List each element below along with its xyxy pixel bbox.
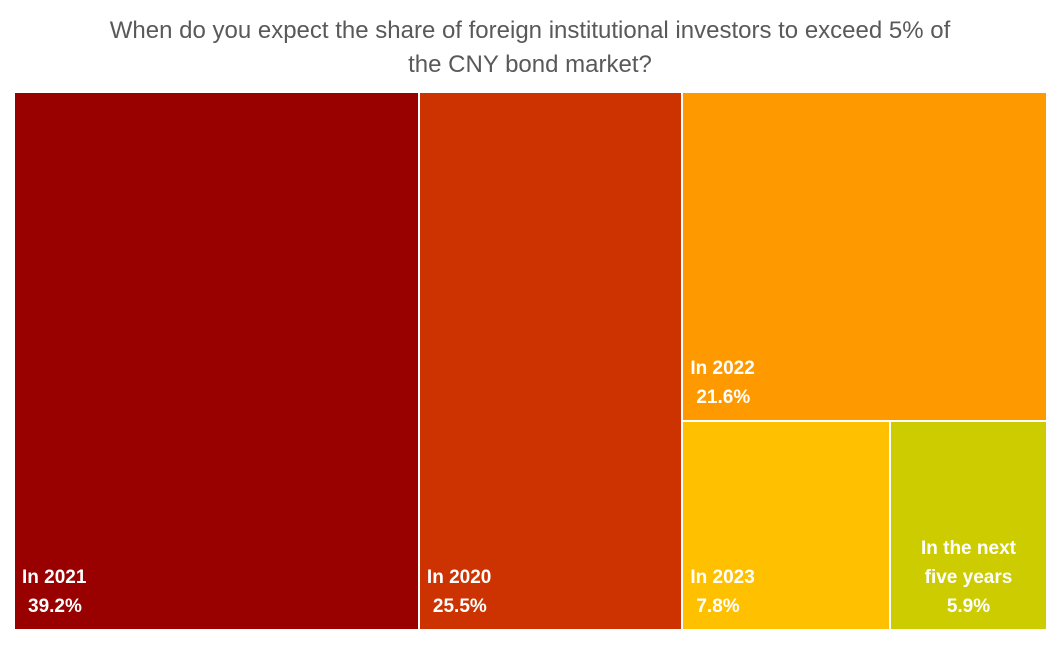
tile-value-label: 39.2% (28, 596, 82, 617)
tile-value-label: 21.6% (696, 387, 751, 409)
tile-value-label: 5.9% (946, 595, 991, 617)
tile-label-in-2020: In 2020 25.5% (427, 563, 491, 621)
treemap-tile-in-2022: In 2022 21.6% (682, 92, 1047, 422)
treemap-tile-in-2021: In 2021 39.2% (14, 92, 419, 630)
tile-category-label: In the next (920, 537, 1016, 559)
tile-value-label: 7.8% (696, 595, 740, 617)
tile-label-in-2021: In 2021 39.2% (22, 563, 86, 621)
tile-category-label: In 2022 (690, 358, 755, 380)
tile-category-label: five years (924, 566, 1013, 588)
treemap-tile-in-2023: In 2023 7.8% (682, 421, 890, 630)
treemap-tile-in-2020: In 2020 25.5% (418, 92, 683, 630)
tile-label-in-2023: In 2023 7.8% (690, 563, 754, 621)
tile-category-label: In 2020 (426, 567, 492, 588)
chart-title-line-1: When do you expect the share of foreign … (109, 17, 951, 44)
tile-label-in-the-next-five-years: In the next five years 5.9% (891, 534, 1046, 621)
tile-category-label: In 2023 (690, 566, 755, 588)
tile-label-in-2022: In 2022 21.6% (690, 354, 754, 412)
chart-title-line-2: the CNY bond market? (408, 51, 652, 78)
chart-title: When do you expect the share of foreign … (0, 14, 1060, 82)
tile-value-label: 25.5% (432, 596, 487, 617)
tile-category-label: In 2021 (22, 567, 87, 588)
treemap-tile-in-the-next-five-years: In the next five years 5.9% (889, 421, 1047, 630)
